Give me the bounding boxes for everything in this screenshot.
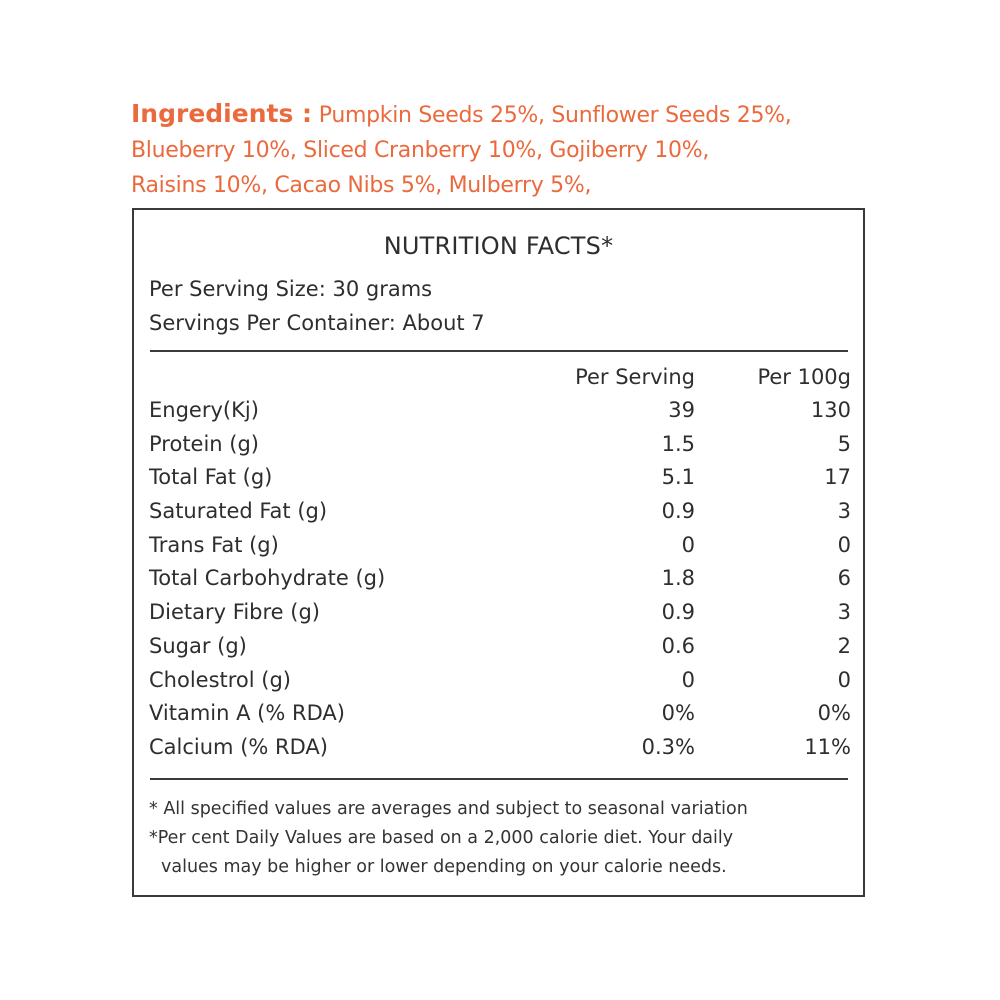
nutrient-name: Protein (g) [149,431,260,456]
nutrient-name: Calcium (% RDA) [149,734,328,759]
per-100g-value: 3 [837,499,851,524]
nutrient-name: Engery(Kj) [149,398,259,422]
nutrient-table: Engery(Kj) 39 130 Protein (g) 1.5 5 Tota… [149,398,851,769]
per-100g-value: 0 [837,667,851,692]
per-100g-value: 11% [804,734,851,759]
per-serving-value: 0.3% [641,734,695,759]
ingredients-list-part-3: Raisins 10%, Cacao Nibs 5%, Mulberry 5%, [131,173,592,198]
per-serving-value: 0.9 [661,499,695,524]
per-serving-value: 1.5 [661,431,695,456]
serving-size: Per Serving Size: 30 grams [149,277,433,301]
divider-bottom [150,778,848,780]
table-row: Dietary Fibre (g) 0.9 3 [149,600,851,634]
per-100g-value: 2 [837,633,851,658]
nutrient-name: Cholestrol (g) [149,667,291,692]
nutrient-name: Trans Fat (g) [149,532,279,557]
footnote-daily-values: *Per cent Daily Values are based on a 2,… [149,828,734,848]
table-row: Saturated Fat (g) 0.9 3 [149,499,851,533]
ingredients-list-part-1: Pumpkin Seeds 25%, Sunflower Seeds 25%, [318,103,792,128]
nutrient-name: Total Fat (g) [149,465,273,490]
per-100g-value: 0% [817,701,851,726]
per-serving-value: 39 [668,398,695,422]
footnote-daily-values-cont: values may be higher or lower depending … [161,857,727,877]
nutrient-name: Dietary Fibre (g) [149,600,320,625]
per-100g-value: 0 [837,532,851,557]
per-serving-value: 0.6 [661,633,695,658]
table-row: Calcium (% RDA) 0.3% 11% [149,735,851,769]
nutrient-name: Sugar (g) [149,633,247,658]
ingredients-label: Ingredients : [131,99,313,128]
ingredients-list-part-2: Blueberry 10%, Sliced Cranberry 10%, Goj… [131,138,710,163]
table-row: Vitamin A (% RDA) 0% 0% [149,701,851,735]
table-row: Cholestrol (g) 0 0 [149,668,851,702]
column-header-per-serving: Per Serving [575,365,695,389]
nutrition-facts-title: NUTRITION FACTS* [383,232,614,260]
ingredients-text: Ingredients : Pumpkin Seeds 25%, Sunflow… [131,96,891,203]
table-row: Trans Fat (g) 0 0 [149,533,851,567]
divider-top [150,350,848,352]
ingredients-line-1: Ingredients : Pumpkin Seeds 25%, Sunflow… [131,96,891,133]
per-100g-value: 6 [837,566,851,591]
per-100g-value: 3 [837,600,851,625]
per-serving-value: 1.8 [661,566,695,591]
table-row: Total Carbohydrate (g) 1.8 6 [149,566,851,600]
column-header-per-100g: Per 100g [757,365,851,389]
servings-per-container: Servings Per Container: About 7 [149,311,485,335]
per-serving-value: 0 [681,667,695,692]
table-row: Sugar (g) 0.6 2 [149,634,851,668]
per-serving-value: 0.9 [661,600,695,625]
nutrient-name: Vitamin A (% RDA) [149,701,345,726]
per-serving-value: 0% [661,701,695,726]
table-row: Protein (g) 1.5 5 [149,432,851,466]
nutrient-name: Saturated Fat (g) [149,499,328,524]
per-100g-value: 130 [810,398,851,422]
per-100g-value: 5 [837,431,851,456]
per-serving-value: 5.1 [661,465,695,490]
per-serving-value: 0 [681,532,695,557]
table-row: Engery(Kj) 39 130 [149,398,851,432]
per-100g-value: 17 [824,465,851,490]
table-row: Total Fat (g) 5.1 17 [149,465,851,499]
nutrient-name: Total Carbohydrate (g) [149,566,386,591]
nutrition-facts-panel: NUTRITION FACTS* Per Serving Size: 30 gr… [132,208,865,897]
footnote-averages: * All specified values are averages and … [149,799,748,819]
